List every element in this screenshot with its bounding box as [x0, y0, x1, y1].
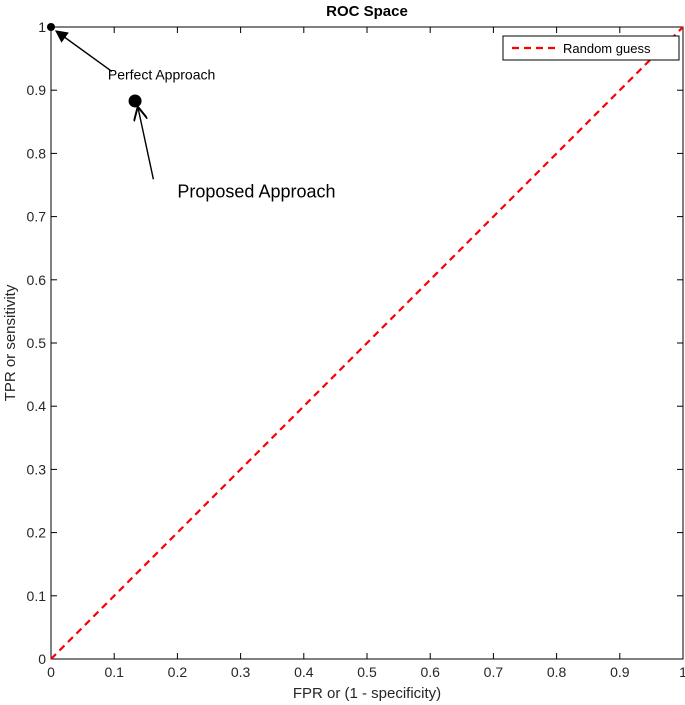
- x-tick-label: 0.9: [610, 664, 630, 680]
- x-tick-label: 0.5: [357, 664, 377, 680]
- x-tick-label: 0.6: [420, 664, 440, 680]
- legend-box: [502, 35, 680, 61]
- perfect-approach-arrow: [54, 30, 113, 72]
- perfect-approach-point: [47, 23, 55, 31]
- y-tick-label: 0.7: [27, 209, 47, 225]
- y-tick-label: 1: [38, 19, 46, 35]
- legend: Random guess: [502, 35, 680, 61]
- x-tick-label: 0.4: [294, 664, 314, 680]
- x-tick-label: 0.3: [231, 664, 251, 680]
- x-tick-label: 0.7: [484, 664, 504, 680]
- y-tick-label: 0.1: [27, 588, 47, 604]
- y-tick-label: 0.2: [27, 525, 47, 541]
- x-tick-label: 0: [47, 664, 55, 680]
- x-axis-label: FPR or (1 - specificity): [293, 685, 441, 702]
- x-tick-label: 0.8: [547, 664, 567, 680]
- y-axis-label: TPR or sensitivity: [2, 284, 19, 401]
- x-tick-label: 0.1: [104, 664, 124, 680]
- proposed-approach-arrow: [138, 108, 155, 180]
- y-tick-label: 0.4: [27, 398, 47, 414]
- y-tick-label: 0.6: [27, 272, 47, 288]
- random-guess-line: [50, 26, 684, 660]
- y-tick-label: 0.9: [27, 82, 47, 98]
- chart-title: ROC Space: [326, 3, 408, 20]
- y-tick-label: 0.5: [27, 335, 47, 351]
- x-tick-label: 1: [679, 664, 685, 680]
- proposed-approach-label: Proposed Approach: [177, 181, 335, 201]
- x-axis-ticks: 0 0.1 0.2 0.3 0.4 0.5 0.6 0.7 0.8 0.9 1: [47, 27, 685, 680]
- y-tick-label: 0: [38, 651, 46, 667]
- perfect-approach-label: Perfect Approach: [108, 66, 215, 82]
- y-tick-label: 0.3: [27, 461, 47, 477]
- proposed-approach-point: [128, 94, 142, 108]
- y-axis-ticks: 0 0.1 0.2 0.3 0.4 0.5 0.6 0.7 0.8 0.9 1: [27, 19, 683, 667]
- y-tick-label: 0.8: [27, 145, 47, 161]
- legend-label-random-guess: Random guess: [563, 41, 651, 56]
- x-tick-label: 0.2: [168, 664, 188, 680]
